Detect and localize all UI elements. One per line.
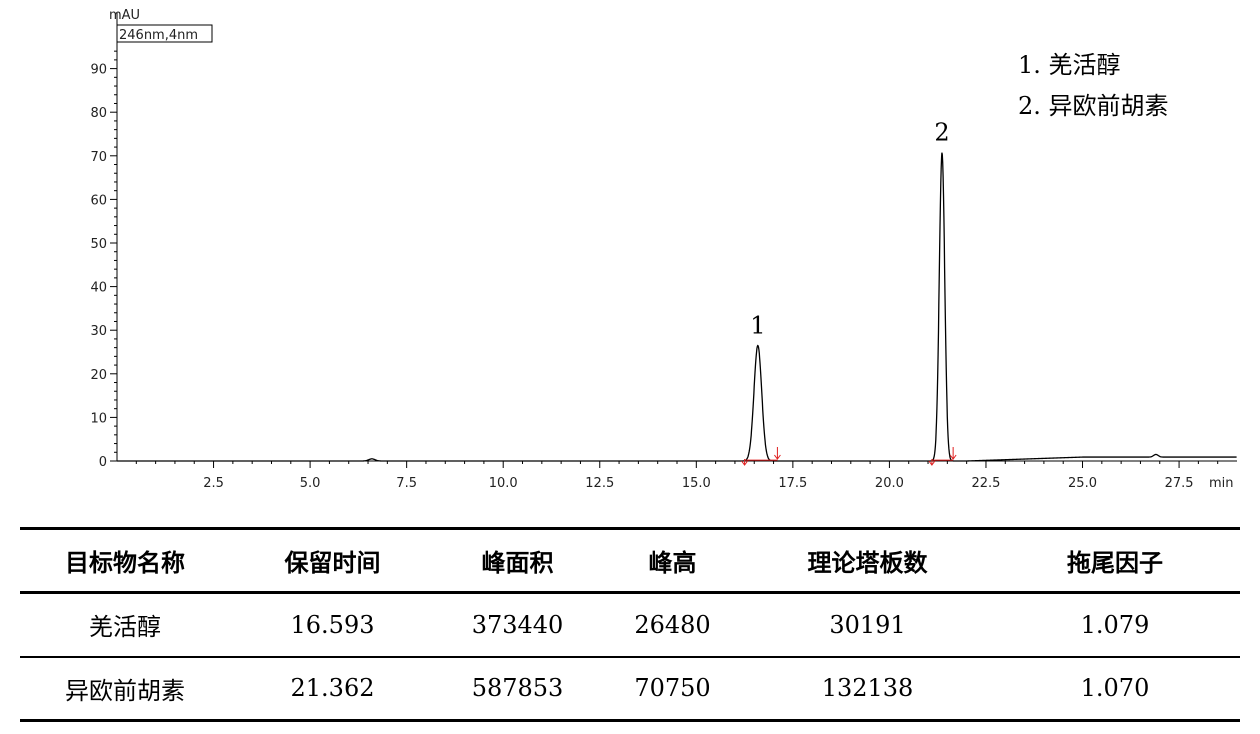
table-header-row: 目标物名称 保留时间 峰面积 峰高 理论塔板数 拖尾因子 — [20, 528, 1240, 593]
header-peak-area: 峰面积 — [481, 549, 554, 577]
y-tick-label: 10 — [90, 411, 107, 426]
integration-mark — [928, 459, 936, 466]
table-cell: 1.079 — [1080, 610, 1150, 639]
y-tick-label: 30 — [90, 324, 107, 339]
x-tick-label: 17.5 — [778, 476, 807, 491]
y-tick-label: 0 — [99, 455, 107, 470]
table-row: 羌活醇 16.593 373440 26480 30191 1.079 — [20, 593, 1240, 657]
table-cell: 373440 — [471, 610, 564, 639]
integration-mark — [741, 459, 748, 466]
y-tick-label: 20 — [90, 368, 107, 383]
x-tick-label: 25.0 — [1068, 476, 1097, 491]
header-plate-number: 理论塔板数 — [807, 549, 928, 577]
table-row: 异欧前胡素 21.362 587853 70750 132138 1.070 — [20, 657, 1240, 721]
table-cell: 70750 — [634, 674, 711, 703]
x-tick-label: 7.5 — [396, 476, 417, 491]
integration-mark — [774, 447, 781, 460]
detector-label: 246nm,4nm — [119, 28, 198, 43]
header-compound: 目标物名称 — [65, 549, 185, 577]
header-tailing-factor: 拖尾因子 — [1067, 549, 1163, 577]
integration-mark — [949, 447, 957, 460]
y-axis: 0 10 20 30 40 50 60 70 80 90 — [90, 12, 118, 470]
y-tick-label: 70 — [90, 150, 107, 165]
table-cell: 21.362 — [290, 674, 375, 703]
x-axis-unit: min — [1209, 476, 1234, 491]
peak-label: 1 — [750, 312, 765, 340]
peak-labels: 12 — [750, 119, 949, 340]
x-axis: 2.5 5.0 7.5 10.0 12.5 15.0 17.5 20.0 22.5 25.0 27.… — [117, 460, 1237, 491]
integration-marks — [741, 447, 957, 466]
y-tick-label: 50 — [90, 237, 107, 252]
table-cell: 1.070 — [1080, 674, 1150, 703]
legend-item-1: 1. 羌活醇 — [1018, 51, 1121, 79]
table-cell: 30191 — [829, 610, 906, 639]
x-tick-label: 10.0 — [489, 476, 518, 491]
x-tick-label: 12.5 — [585, 476, 614, 491]
table-cell: 132138 — [821, 674, 914, 703]
y-tick-label: 90 — [90, 63, 107, 78]
table-cell: 26480 — [634, 610, 711, 639]
x-tick-label: 5.0 — [300, 476, 321, 491]
table-cell: 587853 — [471, 674, 564, 703]
x-tick-label: 20.0 — [875, 476, 904, 491]
table-cell: 异欧前胡素 — [65, 676, 185, 705]
legend-item-2: 2. 异欧前胡素 — [1018, 92, 1169, 120]
y-tick-label: 80 — [90, 106, 107, 121]
header-retention-time: 保留时间 — [284, 549, 381, 577]
y-axis-unit: mAU — [109, 8, 140, 23]
y-tick-label: 40 — [90, 281, 107, 296]
chromatogram-trace — [117, 152, 1237, 462]
x-tick-label: 22.5 — [971, 476, 1000, 491]
header-peak-height: 峰高 — [648, 549, 697, 577]
x-tick-label: 2.5 — [203, 476, 224, 491]
detector-label-box — [116, 24, 213, 43]
chromatogram-chart: 0 10 20 30 40 50 60 70 80 90 2.5 5.0 7.5 10.0 12.5 15.… — [90, 8, 1237, 491]
table-cell: 羌活醇 — [89, 613, 161, 642]
y-tick-label: 60 — [90, 193, 107, 208]
table-cell: 16.593 — [290, 610, 375, 639]
x-tick-label: 15.0 — [682, 476, 711, 491]
x-tick-label: 27.5 — [1165, 476, 1194, 491]
peak-label: 2 — [934, 119, 949, 147]
results-table: 目标物名称 保留时间 峰面积 峰高 理论塔板数 拖尾因子 羌活醇 16.593 … — [20, 527, 1240, 722]
